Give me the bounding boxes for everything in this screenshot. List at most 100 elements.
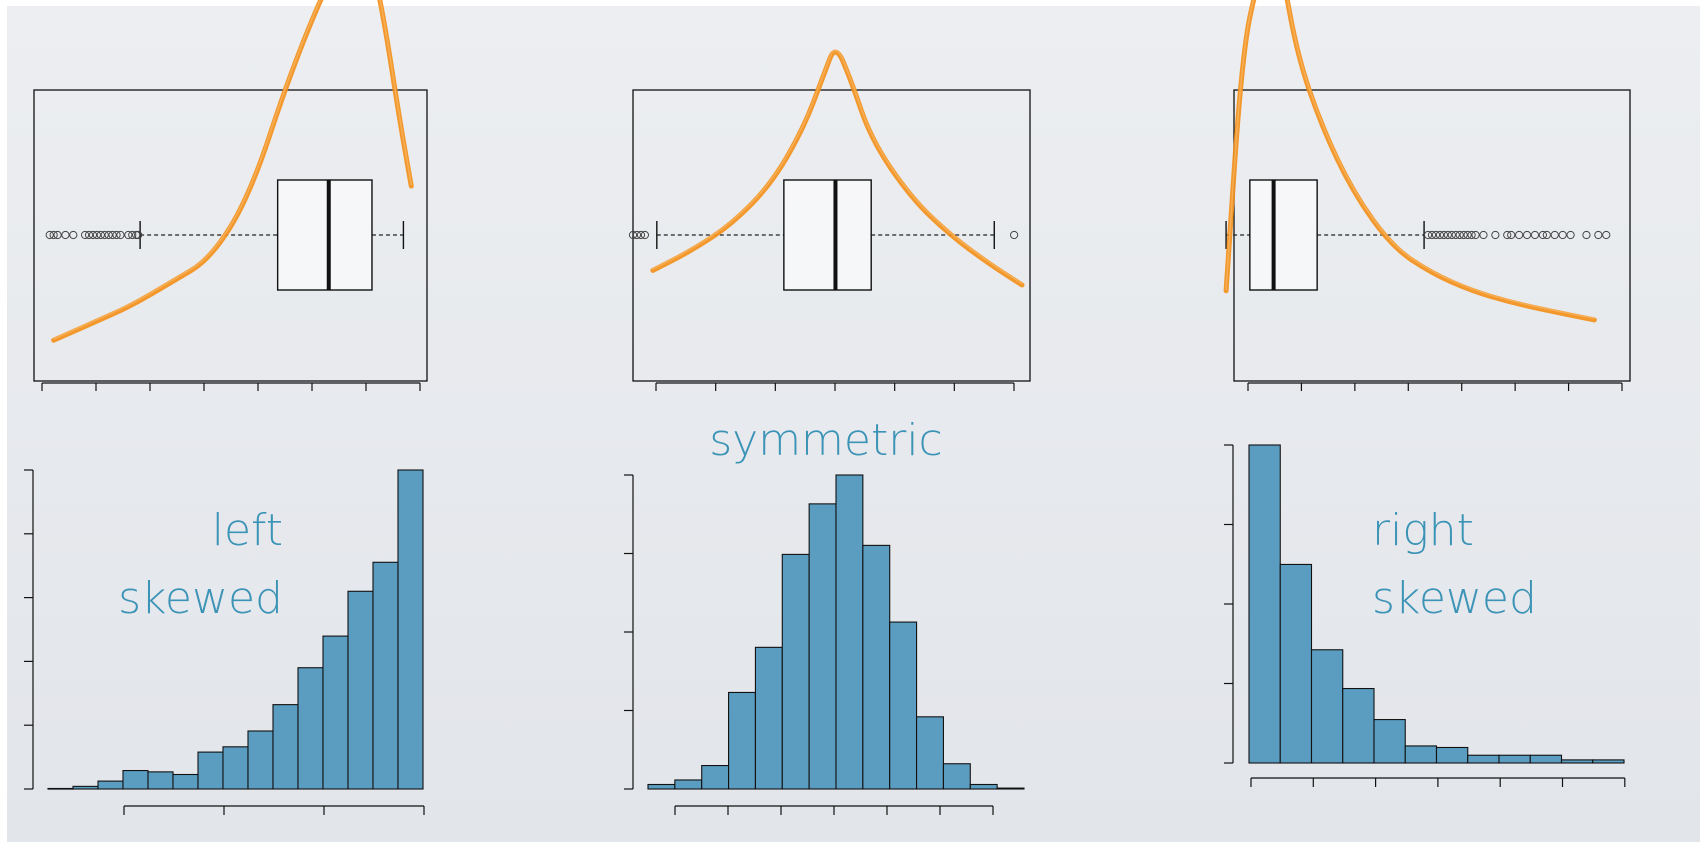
histogram-bar — [247, 730, 274, 790]
histogram-bar — [322, 635, 349, 790]
outlier-point — [1423, 230, 1433, 240]
outlier-point — [1451, 230, 1460, 240]
outlier-point — [628, 230, 638, 240]
histogram-bar — [889, 621, 918, 790]
outlier-point — [640, 230, 650, 240]
histogram-bar — [1435, 746, 1469, 764]
outlier-point — [1566, 230, 1575, 240]
label-right-line2: skewed — [1372, 573, 1537, 624]
outlier-point — [124, 230, 133, 240]
outlier-point — [636, 230, 646, 240]
histogram-bar — [1498, 754, 1531, 764]
outlier-point — [112, 230, 121, 240]
outlier-point — [1455, 230, 1464, 240]
label-left-line1: left — [212, 505, 283, 556]
density-curve-highlight — [52, 0, 413, 340]
outlier-point — [1467, 230, 1476, 240]
outlier-point — [96, 230, 105, 240]
outlier-point — [1503, 230, 1512, 240]
histogram-y-axis — [1224, 444, 1234, 764]
histogram-bar — [728, 691, 756, 790]
histogram-bar — [942, 763, 971, 790]
histogram-bar — [347, 590, 374, 790]
histogram-panel-center — [624, 474, 1025, 815]
outlier-point — [1602, 230, 1611, 240]
boxplot-row — [33, 0, 1631, 391]
iqr-box — [783, 179, 872, 291]
histogram-bar — [1529, 754, 1563, 764]
outlier-point — [1439, 230, 1448, 240]
histogram-x-axis — [123, 805, 425, 815]
histogram-row — [24, 444, 1626, 815]
histogram-bar — [172, 773, 199, 790]
skew-labels: left skewed symmetric right skewed — [118, 415, 1537, 624]
outlier-point — [1558, 230, 1567, 240]
histogram-bar — [754, 646, 783, 790]
histogram-bar — [1373, 719, 1406, 764]
outlier-point — [1463, 230, 1472, 240]
outlier-point — [1515, 230, 1524, 240]
boxplot-panel-right — [1223, 0, 1631, 391]
density-curve-highlight — [1225, 0, 1596, 320]
histogram-bar — [1592, 759, 1625, 764]
outlier-point — [69, 230, 78, 240]
density-curve-highlight — [652, 49, 1023, 285]
histogram-bar — [781, 553, 810, 790]
outlier-point — [92, 230, 101, 240]
histogram-bar — [72, 785, 99, 790]
density-curve — [650, 49, 1025, 288]
histogram-bar — [97, 780, 124, 790]
histogram-bar — [1342, 687, 1375, 764]
outlier-point — [1542, 230, 1551, 240]
outlier-point — [1550, 230, 1559, 240]
boxplot-frame — [33, 89, 428, 382]
boxplot-x-axis — [41, 382, 421, 391]
histogram-bar — [862, 544, 891, 790]
histogram-panel-left — [24, 469, 425, 815]
outlier-point — [134, 230, 143, 240]
outlier-point — [632, 230, 642, 240]
outlier-point — [1507, 230, 1516, 240]
histogram-bar — [147, 771, 174, 790]
histogram-bar — [996, 787, 1025, 790]
histogram-bar — [297, 667, 324, 790]
iqr-box — [276, 179, 373, 291]
histogram-bar — [1248, 444, 1281, 764]
histogram-bar — [222, 746, 249, 790]
outlier-point — [1459, 230, 1468, 240]
boxplot-x-axis — [655, 382, 1015, 391]
outlier-point — [1443, 230, 1452, 240]
outlier-point — [132, 230, 141, 240]
histogram-bar — [701, 764, 730, 790]
outlier-point — [1431, 230, 1441, 240]
histogram-bar — [122, 769, 149, 790]
iqr-box — [1249, 179, 1318, 291]
outlier-point — [1491, 230, 1500, 240]
outlier-point — [1538, 230, 1547, 240]
outlier-point — [1479, 230, 1488, 240]
label-symmetric: symmetric — [709, 415, 943, 466]
histogram-bar — [372, 561, 399, 790]
boxplot-x-axis — [1247, 382, 1623, 391]
histogram-bar — [674, 779, 703, 790]
outlier-point — [1427, 230, 1437, 240]
histogram-x-axis — [1250, 777, 1626, 787]
histogram-bar — [808, 503, 837, 790]
histogram-y-axis — [624, 474, 634, 790]
histogram-bar — [1279, 563, 1313, 764]
outlier-point — [45, 230, 54, 240]
outlier-point — [1582, 230, 1591, 240]
histogram-bar — [969, 783, 998, 790]
outlier-point — [108, 230, 117, 240]
outlier-point — [1522, 230, 1532, 240]
histogram-bar — [916, 716, 944, 790]
outlier-point — [1594, 230, 1603, 240]
outlier-point — [49, 230, 58, 240]
outlier-point — [84, 230, 94, 240]
outlier-point — [104, 230, 113, 240]
histogram-bar — [397, 469, 424, 790]
histogram-bar — [1560, 759, 1594, 764]
outlier-point — [1010, 230, 1019, 240]
